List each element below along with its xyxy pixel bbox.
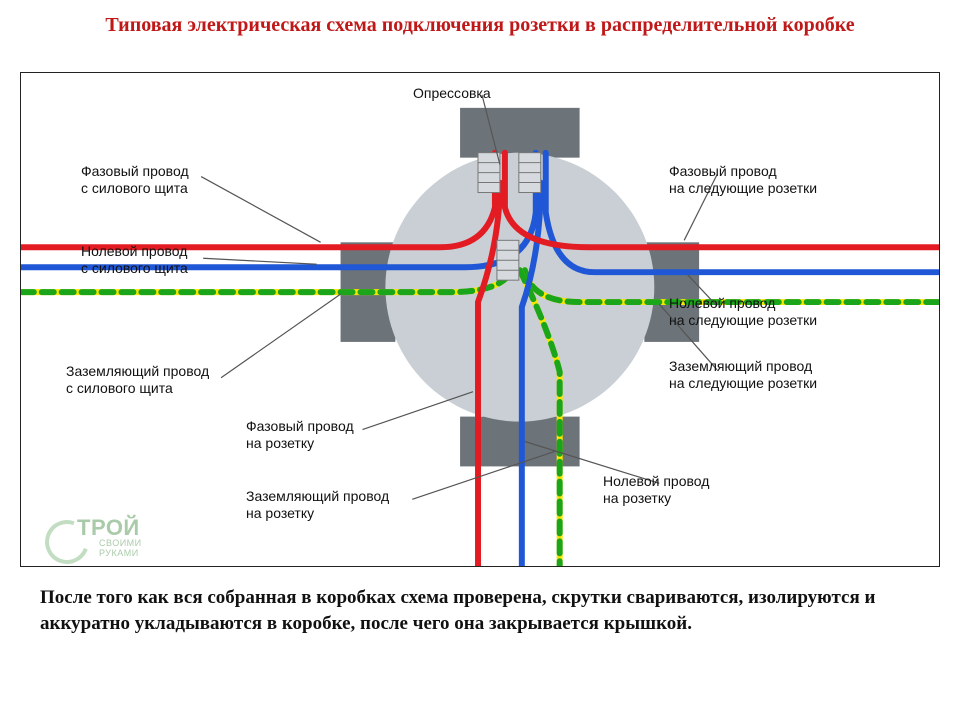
label-phase-down: Фазовый провод на розетку [246, 418, 354, 452]
label-phase-out: Фазовый провод на следующие розетки [669, 163, 817, 197]
label-earth-in: Заземляющий провод с силового щита [66, 363, 209, 397]
label-crimp: Опрессовка [413, 85, 491, 102]
diagram-frame: Опрессовка Фазовый провод с силового щит… [20, 72, 940, 567]
label-earth-down: Заземляющий провод на розетку [246, 488, 389, 522]
footer-text: После того как вся собранная в коробках … [40, 585, 920, 636]
watermark-sub1: СВОИМИ [99, 538, 142, 548]
label-earth-out: Заземляющий провод на следующие розетки [669, 358, 817, 392]
watermark-sub2: РУКАМИ [99, 548, 142, 558]
label-phase-in: Фазовый провод с силового щита [81, 163, 189, 197]
page-title: Типовая электрическая схема подключения … [0, 0, 960, 46]
label-neutral-out: Нолевой провод на следующие розетки [669, 295, 817, 329]
watermark-logo: ТРОЙ СВОИМИ РУКАМИ [49, 518, 142, 558]
label-neutral-in: Нолевой провод с силового щита [81, 243, 188, 277]
label-neutral-down: Нолевой провод на розетку [603, 473, 709, 507]
